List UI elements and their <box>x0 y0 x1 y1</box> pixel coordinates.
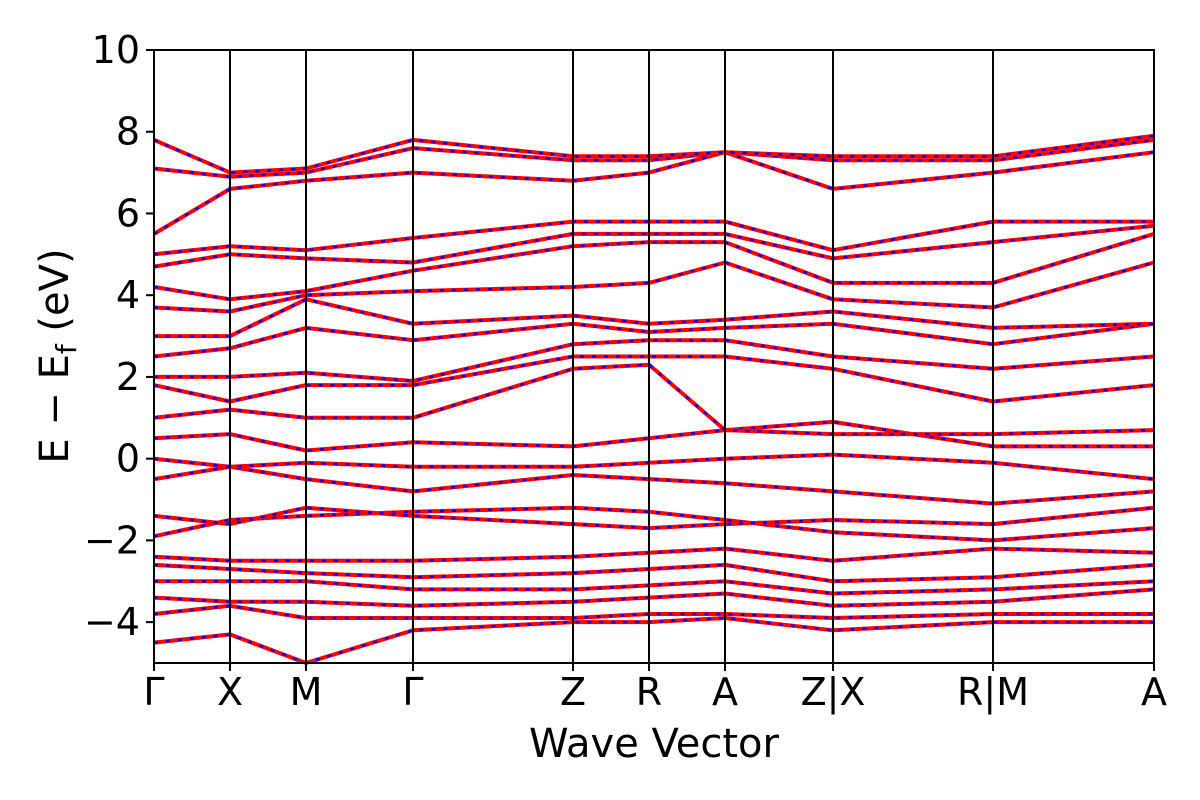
band-line-13 <box>154 338 1155 383</box>
y-tick-label-3: 2 <box>116 355 140 399</box>
x-tick-label-9: A <box>1141 670 1167 714</box>
y-axis-title-main: E − E <box>32 354 78 464</box>
x-ticks-layer: Γ X M Γ Z R A Z|X R|M A <box>143 663 1167 715</box>
band-overlay-3 <box>154 580 1155 595</box>
x-tick-label-7: Z|X <box>801 670 866 715</box>
band-line-21 <box>153 137 1155 179</box>
y-tick-label-2: 0 <box>116 437 140 481</box>
y-tick-label-5: 6 <box>116 191 140 235</box>
band-overlay-7 <box>153 506 1155 530</box>
band-line-14 <box>153 321 1155 359</box>
band-overlay-19 <box>153 220 1154 256</box>
band-overlay-17 <box>153 232 1155 301</box>
x-tick-label-2: M <box>290 670 323 714</box>
y-tick-label-4: 4 <box>116 273 140 317</box>
y-tick-label-6: 8 <box>116 110 140 154</box>
x-tick-label-8: R|M <box>957 670 1029 715</box>
x-tick-label-5: R <box>636 670 662 714</box>
y-tick-label-0: −4 <box>84 600 140 644</box>
band-overlay-15 <box>154 298 1155 338</box>
band-line-8 <box>153 464 1155 506</box>
band-overlay-9 <box>153 453 1155 481</box>
x-tick-label-1: X <box>217 670 243 714</box>
band-overlay-22 <box>153 134 1155 174</box>
kpoint-lines-layer <box>229 50 994 663</box>
band-overlay-5 <box>153 547 1155 563</box>
x-tick-label-4: Z <box>560 670 586 714</box>
band-line-18 <box>153 223 1155 269</box>
x-tick-label-0: Γ <box>143 670 164 714</box>
y-axis-title-unit: (eV) <box>32 248 78 344</box>
band-overlay-16 <box>153 261 1155 313</box>
band-overlay-10 <box>153 420 1154 452</box>
y-tick-label-7: 10 <box>92 28 140 72</box>
x-tick-label-3: Γ <box>402 670 423 714</box>
y-axis-title-subscript: f <box>50 343 83 354</box>
y-tick-label-1: −2 <box>84 518 140 562</box>
band-line-11 <box>153 362 1155 437</box>
x-tick-label-6: A <box>712 670 738 714</box>
band-overlay-1 <box>153 604 1154 620</box>
x-axis-title: Wave Vector <box>529 721 780 767</box>
plot-frame <box>153 49 1155 664</box>
y-axis-title: E − Ef (eV) <box>32 248 83 463</box>
y-ticks-layer: −4 −2 0 2 4 6 8 10 <box>84 28 154 644</box>
bands-layer <box>152 133 1155 665</box>
band-overlay-4 <box>153 563 1155 583</box>
band-overlay-0 <box>153 616 1154 665</box>
band-line-12 <box>153 354 1155 404</box>
band-overlay-20 <box>153 150 1155 235</box>
band-overlay-6 <box>153 506 1155 542</box>
band-overlay-2 <box>153 588 1155 608</box>
